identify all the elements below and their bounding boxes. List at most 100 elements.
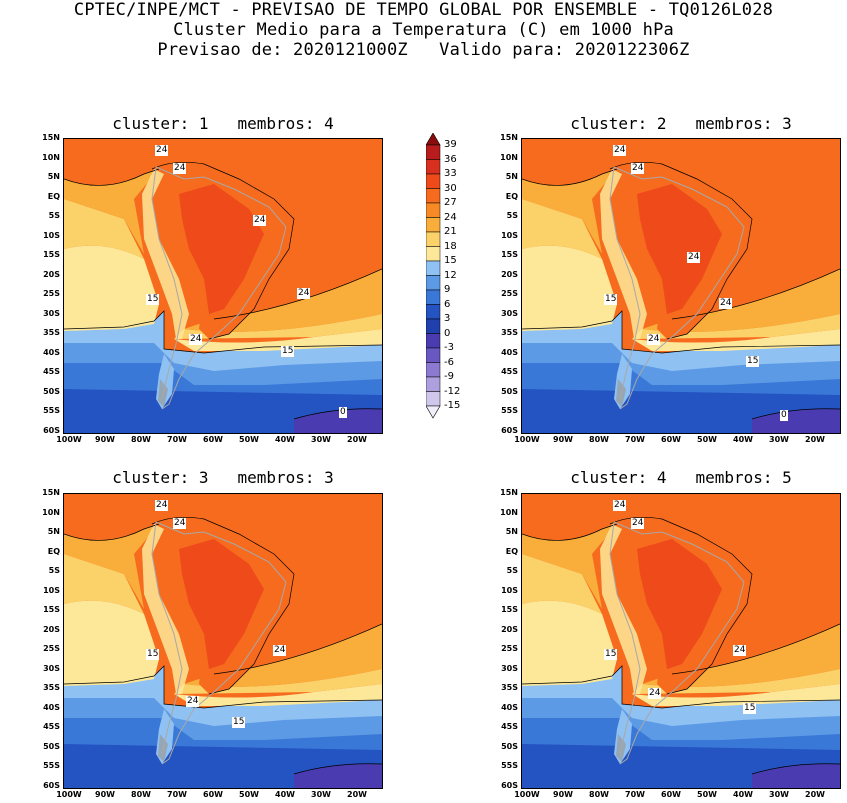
colorbar-label: 24 xyxy=(444,211,457,223)
lon-tick-label: 70W xyxy=(167,790,187,799)
lon-tick-label: 100W xyxy=(56,790,82,799)
map-panel-3 xyxy=(63,493,383,789)
colorbar-label: 21 xyxy=(444,226,457,237)
lon-tick-label: 80W xyxy=(589,435,609,444)
panel-title-4: cluster: 4 membros: 5 xyxy=(570,468,792,487)
lat-tick-label: 10N xyxy=(42,507,60,517)
lat-tick-label: EQ xyxy=(505,191,518,201)
colorbar-label: 12 xyxy=(444,269,457,281)
lat-tick-label: 5N xyxy=(47,527,60,536)
colorbar-label: -6 xyxy=(444,356,454,368)
lat-tick-label: 10N xyxy=(500,152,518,162)
colorbar-swatch xyxy=(425,217,441,233)
colorbar-swatch xyxy=(425,376,441,392)
contour-label: 24 xyxy=(613,145,627,156)
contour-label: 24 xyxy=(719,298,733,309)
chart-title-line1: CPTEC/INPE/MCT - PREVISAO DE TEMPO GLOBA… xyxy=(73,0,774,20)
lat-tick-label: 10N xyxy=(500,507,518,517)
lat-tick-label: 60S xyxy=(501,426,518,435)
contour-label: 0 xyxy=(780,410,788,421)
lat-tick-label: 5S xyxy=(506,566,518,575)
chart-title-line3: Previsao de: 2020121000Z Valido para: 20… xyxy=(157,40,690,60)
colorbar-swatch xyxy=(425,159,441,175)
lon-tick-label: 70W xyxy=(625,435,645,444)
lat-tick-label: 25S xyxy=(501,644,518,653)
lat-tick-label: 20S xyxy=(501,624,518,634)
lat-tick-label: 25S xyxy=(501,289,518,298)
contour-label: 15 xyxy=(146,294,160,305)
contour-label: 15 xyxy=(604,649,618,660)
lon-tick-label: 20W xyxy=(347,435,367,444)
lat-tick-label: 15S xyxy=(43,605,60,614)
lat-tick-label: 45S xyxy=(501,367,518,376)
lat-tick-label: 10S xyxy=(43,585,60,595)
colorbar-label: 33 xyxy=(444,168,457,179)
lon-tick-label: 20W xyxy=(347,790,367,799)
colorbar-swatch xyxy=(425,202,441,218)
lon-tick-label: 60W xyxy=(661,790,681,799)
lon-tick-label: 20W xyxy=(805,435,825,444)
lat-tick-label: EQ xyxy=(47,546,60,556)
lat-tick-label: 5S xyxy=(48,211,60,220)
lat-tick-label: 40S xyxy=(43,702,60,712)
colorbar-label: -15 xyxy=(444,400,461,411)
colorbar-label: 36 xyxy=(444,153,457,165)
map-panel-4 xyxy=(521,493,841,789)
colorbar: 39 36 33 30 27 24 21 18 15 12 9 6 3 0 -3 -6 -9 -12 -15 xyxy=(425,132,486,447)
chart-title-line2: Cluster Medio para a Temperatura (C) em … xyxy=(173,20,674,40)
lon-tick-label: 30W xyxy=(311,790,331,799)
colorbar-swatch xyxy=(425,318,441,334)
colorbar-swatch xyxy=(425,275,441,291)
colorbar-swatch xyxy=(425,347,441,363)
colorbar-label: -12 xyxy=(444,385,461,397)
lon-tick-label: 60W xyxy=(661,435,681,444)
colorbar-swatch xyxy=(425,188,441,204)
lat-tick-label: 45S xyxy=(501,722,518,731)
lat-tick-label: 20S xyxy=(43,269,60,279)
lat-tick-label: 40S xyxy=(501,347,518,357)
lon-tick-label: 100W xyxy=(56,435,82,444)
contour-label: 15 xyxy=(281,346,295,357)
lat-tick-label: 15N xyxy=(42,133,60,142)
lat-tick-label: 55S xyxy=(501,406,518,415)
lat-tick-label: 35S xyxy=(43,683,60,692)
lat-tick-label: 50S xyxy=(501,386,518,396)
lat-tick-label: 30S xyxy=(43,663,60,673)
panel-title-3: cluster: 3 membros: 3 xyxy=(112,468,334,487)
lon-tick-label: 40W xyxy=(733,435,753,444)
lat-tick-label: 10S xyxy=(501,230,518,240)
lat-tick-label: 45S xyxy=(43,367,60,376)
lat-tick-label: 30S xyxy=(501,663,518,673)
colorbar-top-arrow xyxy=(425,132,441,146)
colorbar-label: 15 xyxy=(444,255,457,266)
lon-tick-label: 100W xyxy=(514,790,540,799)
contour-label: 24 xyxy=(155,145,169,156)
contour-label: 24 xyxy=(631,518,645,529)
panel-title-1: cluster: 1 membros: 4 xyxy=(112,114,334,133)
colorbar-label: 9 xyxy=(444,284,451,295)
contour-label: 24 xyxy=(189,334,203,345)
lon-tick-label: 30W xyxy=(769,790,789,799)
contour-label: 15 xyxy=(604,294,618,305)
lon-tick-label: 50W xyxy=(239,435,259,444)
lon-tick-label: 60W xyxy=(203,790,223,799)
colorbar-bottom-arrow xyxy=(425,405,441,419)
colorbar-swatch xyxy=(425,246,441,262)
contour-label: 15 xyxy=(146,649,160,660)
lat-tick-label: 50S xyxy=(43,386,60,396)
contour-label: 24 xyxy=(613,500,627,511)
lat-tick-label: 20S xyxy=(501,269,518,279)
lon-tick-label: 60W xyxy=(203,435,223,444)
lon-tick-label: 50W xyxy=(697,435,717,444)
lon-tick-label: 80W xyxy=(131,435,151,444)
contour-label: 24 xyxy=(648,688,662,699)
lon-tick-label: 90W xyxy=(95,790,115,799)
lat-tick-label: 30S xyxy=(501,308,518,318)
lat-tick-label: 5N xyxy=(47,172,60,181)
contour-label: 24 xyxy=(687,252,701,263)
lat-tick-label: 10S xyxy=(501,585,518,595)
lon-tick-label: 90W xyxy=(553,790,573,799)
lat-tick-label: EQ xyxy=(47,191,60,201)
map-panel-2 xyxy=(521,138,841,434)
lat-tick-label: 5S xyxy=(506,211,518,220)
